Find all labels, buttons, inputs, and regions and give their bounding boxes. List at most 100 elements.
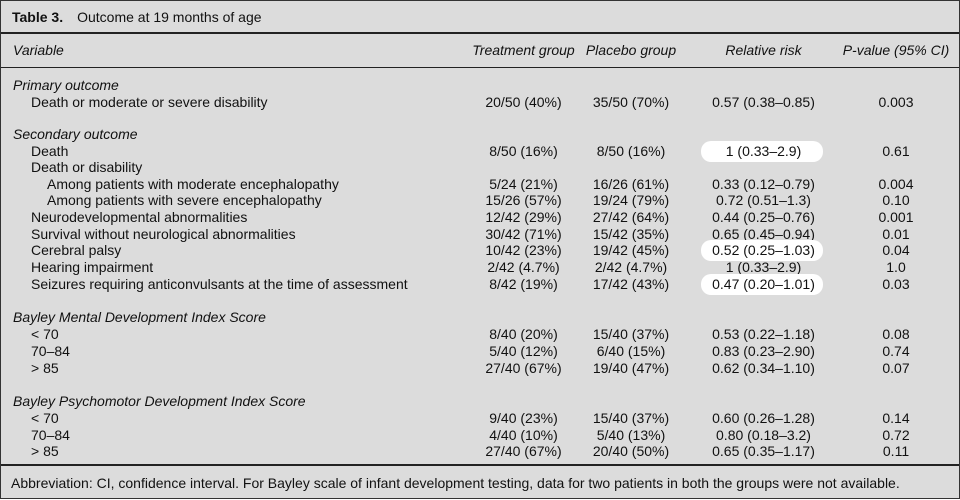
cell-treatment: 9/40 (23%)	[489, 410, 558, 426]
cell-p-value: 0.10	[882, 192, 910, 208]
cell-relative-risk: 0.83 (0.23–2.90)	[712, 343, 815, 359]
cell-treatment: 15/26 (57%)	[485, 192, 562, 208]
header-relative-risk: Relative risk	[725, 42, 802, 58]
cell-placebo: 35/50 (70%)	[592, 94, 670, 110]
cell-placebo: 2/42 (4.7%)	[594, 259, 668, 275]
row-label: Hearing impairment	[31, 259, 154, 275]
table-row: Death or disability	[1, 159, 959, 176]
footnote-text: Abbreviation: CI, confidence interval. F…	[11, 475, 900, 491]
cell-placebo: 19/40 (47%)	[592, 360, 670, 376]
cell-placebo: 15/40 (37%)	[592, 326, 670, 342]
table-row: > 85 27/40 (67%) 20/40 (50%) 0.65 (0.35–1.1…	[1, 443, 959, 460]
table-row: < 70 8/40 (20%) 15/40 (37%) 0.53 (0.22–1.18…	[1, 326, 959, 343]
row-label: Primary outcome	[13, 77, 119, 93]
table-row: Survival without neurological abnormalit…	[1, 226, 959, 243]
cell-treatment: 8/50 (16%)	[489, 143, 558, 159]
cell-treatment: 27/40 (67%)	[485, 443, 562, 459]
cell-placebo: 6/40 (15%)	[596, 343, 666, 359]
cell-relative-risk: 0.53 (0.22–1.18)	[712, 326, 815, 342]
cell-treatment: 8/40 (20%)	[489, 326, 558, 342]
table-row: Cerebral palsy 10/42 (23%) 19/42 (45%) 0.52…	[1, 242, 959, 259]
cell-treatment: 12/42 (29%)	[485, 209, 562, 225]
cell-relative-risk: 0.65 (0.45–0.94)	[712, 226, 815, 242]
header-treatment: Treatment group	[472, 42, 575, 58]
cell-p-value: 0.004	[878, 176, 914, 192]
table-row: Death or moderate or severe disability 20…	[1, 94, 959, 111]
cell-placebo: 15/40 (37%)	[592, 410, 670, 426]
row-label: Secondary outcome	[13, 126, 138, 142]
cell-treatment: 5/40 (12%)	[489, 343, 558, 359]
row-label: Survival without neurological abnormalit…	[31, 226, 296, 242]
table-header-row: Variable Treatment group Placebo group R…	[1, 34, 959, 68]
row-label: Seizures requiring anticonvulsants at th…	[31, 276, 408, 292]
table-row: < 70 9/40 (23%) 15/40 (37%) 0.60 (0.26–1.28…	[1, 410, 959, 427]
cell-treatment: 5/24 (21%)	[489, 176, 558, 192]
table-row: > 85 27/40 (67%) 19/40 (47%) 0.62 (0.34–1.1…	[1, 360, 959, 377]
row-label: Death or disability	[31, 159, 143, 175]
row-label: Neurodevelopmental abnormalities	[31, 209, 248, 225]
table-row: Seizures requiring anticonvulsants at th…	[1, 276, 959, 293]
cell-p-value: 0.61	[882, 143, 910, 159]
cell-treatment: 20/50 (40%)	[485, 94, 562, 110]
cell-relative-risk: 0.44 (0.25–0.76)	[712, 209, 815, 225]
cell-relative-risk: 0.60 (0.26–1.28)	[712, 410, 815, 426]
row-label: Cerebral palsy	[31, 242, 122, 258]
cell-p-value: 0.08	[882, 326, 910, 342]
highlight-marker	[701, 141, 823, 162]
cell-p-value: 0.74	[882, 343, 910, 359]
cell-treatment: 8/42 (19%)	[489, 276, 558, 292]
table-body: Primary outcome Death or moderate or seve…	[1, 68, 959, 464]
row-label: 70–84	[31, 343, 70, 359]
cell-p-value: 0.04	[882, 242, 910, 258]
cell-placebo: 8/50 (16%)	[596, 143, 666, 159]
table-row: 70–84 5/40 (12%) 6/40 (15%) 0.83 (0.23–2.90…	[1, 343, 959, 360]
table-row: 70–84 4/40 (10%) 5/40 (13%) 0.80 (0.18–3.2)…	[1, 427, 959, 444]
cell-treatment: 27/40 (67%)	[485, 360, 562, 376]
highlight-marker	[701, 274, 823, 295]
section-header-row: Bayley Psychomotor Development Index Sco…	[1, 393, 959, 410]
row-label: < 70	[31, 326, 59, 342]
cell-p-value: 0.07	[882, 360, 910, 376]
header-p-value: P-value (95% CI)	[842, 42, 950, 58]
row-label: Bayley Psychomotor Development Index Sco…	[13, 393, 306, 409]
table-row: Death 8/50 (16%) 8/50 (16%) 1 (0.33–2.9) 0.6…	[1, 143, 959, 160]
cell-placebo: 27/42 (64%)	[592, 209, 670, 225]
cell-treatment: 4/40 (10%)	[489, 427, 558, 443]
row-label: Bayley Mental Development Index Score	[13, 309, 266, 325]
cell-relative-risk: 0.57 (0.38–0.85)	[712, 94, 815, 110]
cell-relative-risk: 0.47 (0.20–1.01)	[712, 276, 815, 292]
row-label: < 70	[31, 410, 59, 426]
cell-relative-risk: 0.65 (0.35–1.17)	[712, 443, 815, 459]
cell-treatment: 2/42 (4.7%)	[487, 259, 560, 275]
cell-placebo: 15/42 (35%)	[592, 226, 670, 242]
row-label: > 85	[31, 360, 59, 376]
table-footnote: Abbreviation: CI, confidence interval. F…	[1, 464, 959, 500]
cell-relative-risk: 0.62 (0.34–1.10)	[712, 360, 815, 376]
row-label: Death	[31, 143, 69, 159]
cell-placebo: 17/42 (43%)	[592, 276, 670, 292]
cell-p-value: 0.72	[882, 427, 910, 443]
cell-placebo: 19/42 (45%)	[592, 242, 670, 258]
cell-relative-risk: 1 (0.33–2.9)	[725, 143, 802, 159]
table-number: Table 3.	[12, 8, 64, 25]
cell-placebo: 19/24 (79%)	[592, 192, 670, 208]
cell-p-value: 0.01	[882, 226, 910, 242]
cell-p-value: 0.14	[882, 410, 910, 426]
cell-placebo: 5/40 (13%)	[596, 427, 666, 443]
cell-relative-risk: 0.80 (0.18–3.2)	[716, 427, 811, 443]
cell-placebo: 20/40 (50%)	[592, 443, 670, 459]
cell-placebo: 16/26 (61%)	[592, 176, 670, 192]
cell-relative-risk: 1 (0.33–2.9)	[725, 259, 802, 275]
cell-relative-risk: 0.72 (0.51–1.3)	[716, 192, 811, 208]
cell-p-value: 1.0	[886, 259, 906, 275]
row-label: 70–84	[31, 427, 70, 443]
section-header-row: Primary outcome	[1, 77, 959, 94]
cell-p-value: 0.03	[882, 276, 910, 292]
cell-p-value: 0.11	[882, 443, 910, 459]
row-label: > 85	[31, 443, 59, 459]
table-row: Neurodevelopmental abnormalities 12/42 (2…	[1, 209, 959, 226]
cell-relative-risk: 0.52 (0.25–1.03)	[712, 242, 815, 258]
cell-relative-risk: 0.33 (0.12–0.79)	[712, 176, 815, 192]
highlight-marker	[701, 240, 823, 261]
